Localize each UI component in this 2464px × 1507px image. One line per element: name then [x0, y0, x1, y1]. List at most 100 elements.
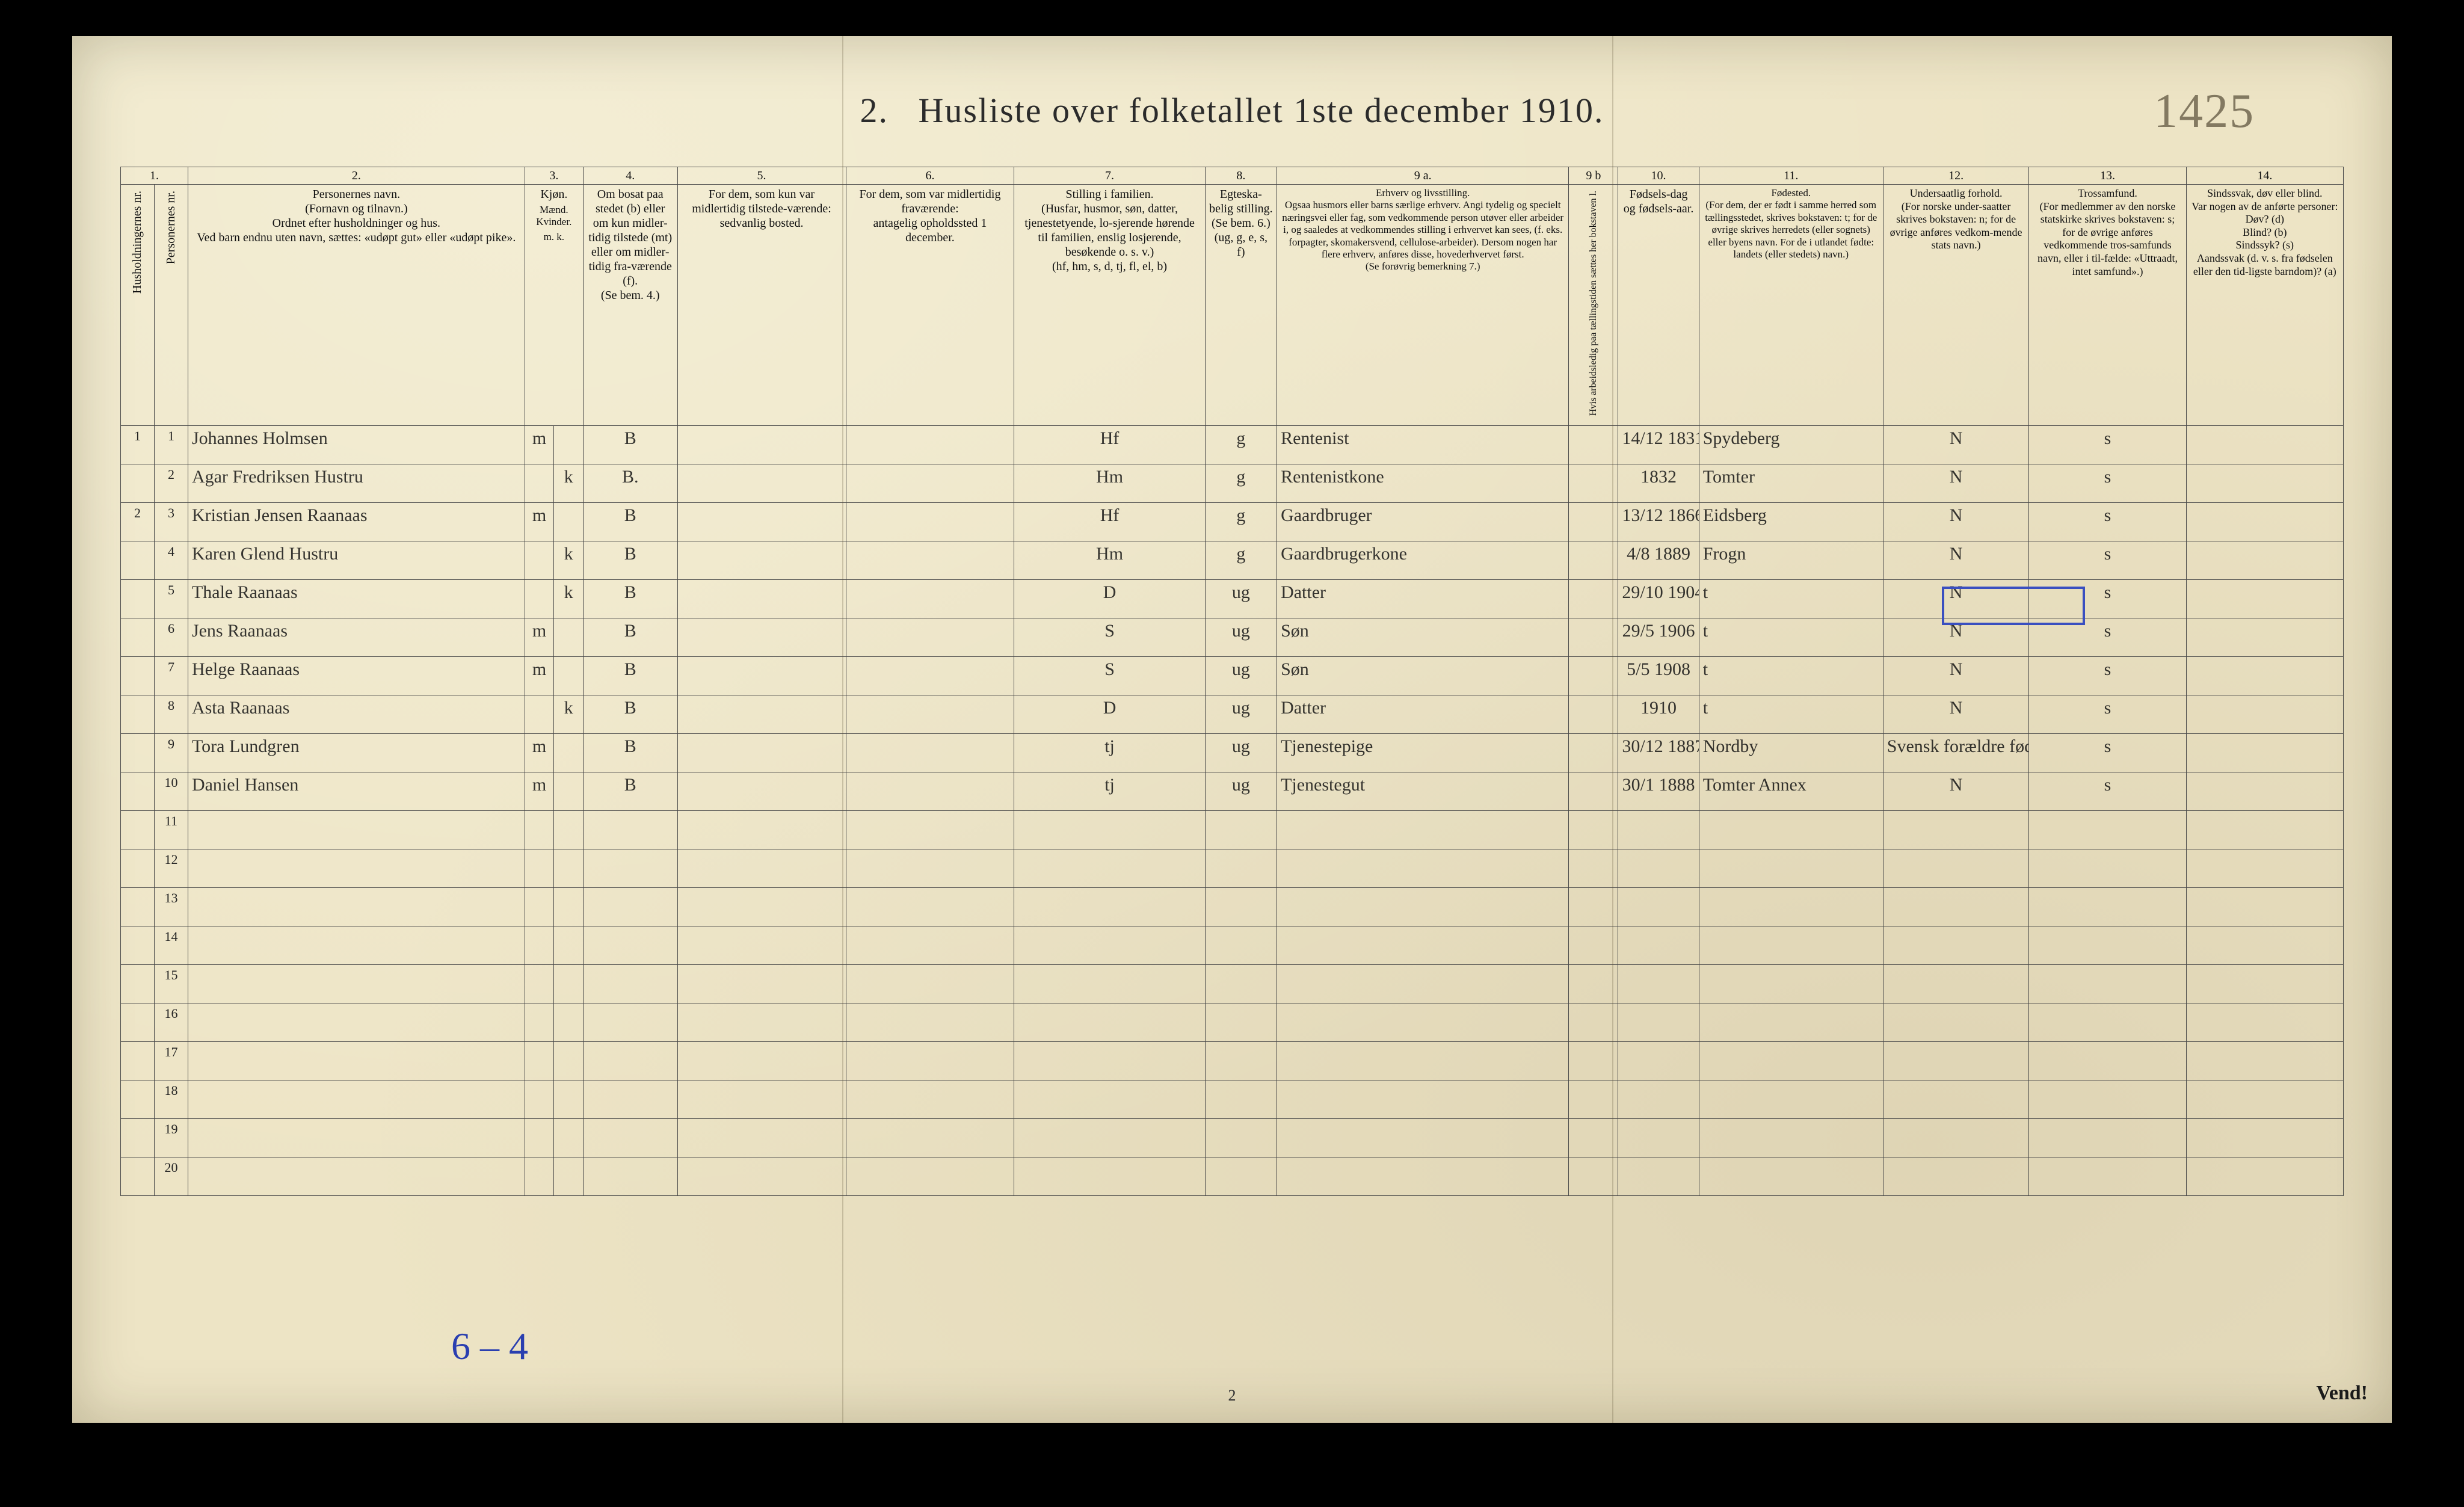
- cell-nationality: N: [1883, 695, 2029, 734]
- cell-disability: [2186, 580, 2343, 618]
- cell-temp-absent: [846, 772, 1014, 811]
- cell-empty: [1618, 1003, 1699, 1042]
- cell-person-nr: 20: [154, 1157, 188, 1196]
- cell-temp-present: [677, 657, 846, 695]
- cell-unemployed: [1569, 426, 1618, 464]
- cell-unemployed: [1569, 772, 1618, 811]
- cell-empty: [1205, 1119, 1277, 1157]
- cell-sex-m: [525, 541, 554, 580]
- cell-empty: [1205, 849, 1277, 888]
- cell-nationality: N: [1883, 541, 2029, 580]
- cell-empty: [2186, 1119, 2343, 1157]
- cell-sex-k: k: [554, 695, 584, 734]
- cell-birthplace: Frogn: [1699, 541, 1883, 580]
- cell-sex-m: m: [525, 426, 554, 464]
- cell-household-nr: [121, 926, 155, 965]
- cell-disability: [2186, 618, 2343, 657]
- cell-empty: [1205, 1080, 1277, 1119]
- table-row: 4Karen Glend HustrukBHmgGaardbrugerkone4…: [121, 541, 2344, 580]
- cell-empty: [525, 888, 554, 926]
- table-row: 12: [121, 849, 2344, 888]
- cell-empty: [677, 1003, 846, 1042]
- coln-12: 12.: [1883, 167, 2029, 185]
- cell-empty: [2029, 1119, 2186, 1157]
- coln-7: 7.: [1014, 167, 1205, 185]
- cell-marital: ug: [1205, 772, 1277, 811]
- table-row: 7Helge RaanaasmBSugSøn5/5 1908tNs: [121, 657, 2344, 695]
- cell-empty: [2029, 1042, 2186, 1080]
- cell-empty: [525, 811, 554, 849]
- cell-household-nr: [121, 849, 155, 888]
- cell-empty: [1205, 926, 1277, 965]
- cell-household-nr: [121, 1042, 155, 1080]
- cell-temp-absent: [846, 541, 1014, 580]
- cell-sex-k: [554, 772, 584, 811]
- cell-empty: [1618, 1157, 1699, 1196]
- cell-sex-k: k: [554, 580, 584, 618]
- cell-family-pos: D: [1014, 580, 1205, 618]
- cell-marital: g: [1205, 464, 1277, 503]
- cell-empty: [583, 888, 677, 926]
- cell-temp-absent: [846, 580, 1014, 618]
- cell-family-pos: Hm: [1014, 464, 1205, 503]
- hdr-unemployed: Hvis arbeidsledig paa tællingstiden sætt…: [1569, 185, 1618, 426]
- cell-nationality: Svensk forældre fødte Norge: [1883, 734, 2029, 772]
- cell-person-nr: 13: [154, 888, 188, 926]
- cell-marital: ug: [1205, 695, 1277, 734]
- cell-occupation: Rentenist: [1277, 426, 1569, 464]
- census-table: 1. 2. 3. 4. 5. 6. 7. 8. 9 a. 9 b 10. 11.…: [120, 167, 2344, 1196]
- coln-13: 13.: [2029, 167, 2186, 185]
- cell-religion: s: [2029, 541, 2186, 580]
- cell-empty: [1277, 1042, 1569, 1080]
- cell-birthdate: 30/1 1888: [1618, 772, 1699, 811]
- cell-birthplace: Tomter: [1699, 464, 1883, 503]
- cell-empty: [1618, 888, 1699, 926]
- cell-family-pos: Hm: [1014, 541, 1205, 580]
- cell-empty: [2186, 926, 2343, 965]
- table-row: 14: [121, 926, 2344, 965]
- cell-temp-present: [677, 618, 846, 657]
- hdr-occupation: Erhverv og livsstilling. Ogsaa husmors e…: [1277, 185, 1569, 426]
- cell-empty: [554, 811, 584, 849]
- cell-birthdate: 14/12 1831: [1618, 426, 1699, 464]
- cell-occupation: Tjenestegut: [1277, 772, 1569, 811]
- cell-household-nr: [121, 1003, 155, 1042]
- cell-temp-present: [677, 772, 846, 811]
- cell-person-nr: 4: [154, 541, 188, 580]
- cell-residence: B: [583, 580, 677, 618]
- cell-occupation: Gaardbruger: [1277, 503, 1569, 541]
- cell-empty: [188, 1042, 525, 1080]
- cell-empty: [677, 849, 846, 888]
- cell-empty: [2029, 1003, 2186, 1042]
- census-sheet: 2. Husliste over folketallet 1ste decemb…: [72, 36, 2392, 1423]
- cell-empty: [2186, 811, 2343, 849]
- cell-empty: [525, 926, 554, 965]
- cell-empty: [1205, 1003, 1277, 1042]
- cell-empty: [188, 926, 525, 965]
- cell-empty: [1014, 888, 1205, 926]
- cell-person-nr: 14: [154, 926, 188, 965]
- table-row: 19: [121, 1119, 2344, 1157]
- cell-name: Agar Fredriksen Hustru: [188, 464, 525, 503]
- table-row: 23Kristian Jensen RaanaasmBHfgGaardbruge…: [121, 503, 2344, 541]
- cell-name: Helge Raanaas: [188, 657, 525, 695]
- cell-temp-absent: [846, 426, 1014, 464]
- cell-marital: ug: [1205, 657, 1277, 695]
- cell-empty: [1569, 965, 1618, 1003]
- cell-empty: [1014, 1157, 1205, 1196]
- table-row: 10Daniel HansenmBtjugTjenestegut30/1 188…: [121, 772, 2344, 811]
- cell-empty: [525, 1119, 554, 1157]
- cell-birthdate: 30/12 1887: [1618, 734, 1699, 772]
- cell-birthplace: t: [1699, 580, 1883, 618]
- cell-sex-k: [554, 657, 584, 695]
- cell-family-pos: S: [1014, 618, 1205, 657]
- cell-empty: [525, 1080, 554, 1119]
- cell-empty: [1205, 811, 1277, 849]
- cell-empty: [1699, 926, 1883, 965]
- cell-birthdate: 29/10 1904: [1618, 580, 1699, 618]
- cell-sex-m: [525, 695, 554, 734]
- cell-empty: [554, 1119, 584, 1157]
- cell-person-nr: 3: [154, 503, 188, 541]
- cell-person-nr: 15: [154, 965, 188, 1003]
- cell-residence: B: [583, 772, 677, 811]
